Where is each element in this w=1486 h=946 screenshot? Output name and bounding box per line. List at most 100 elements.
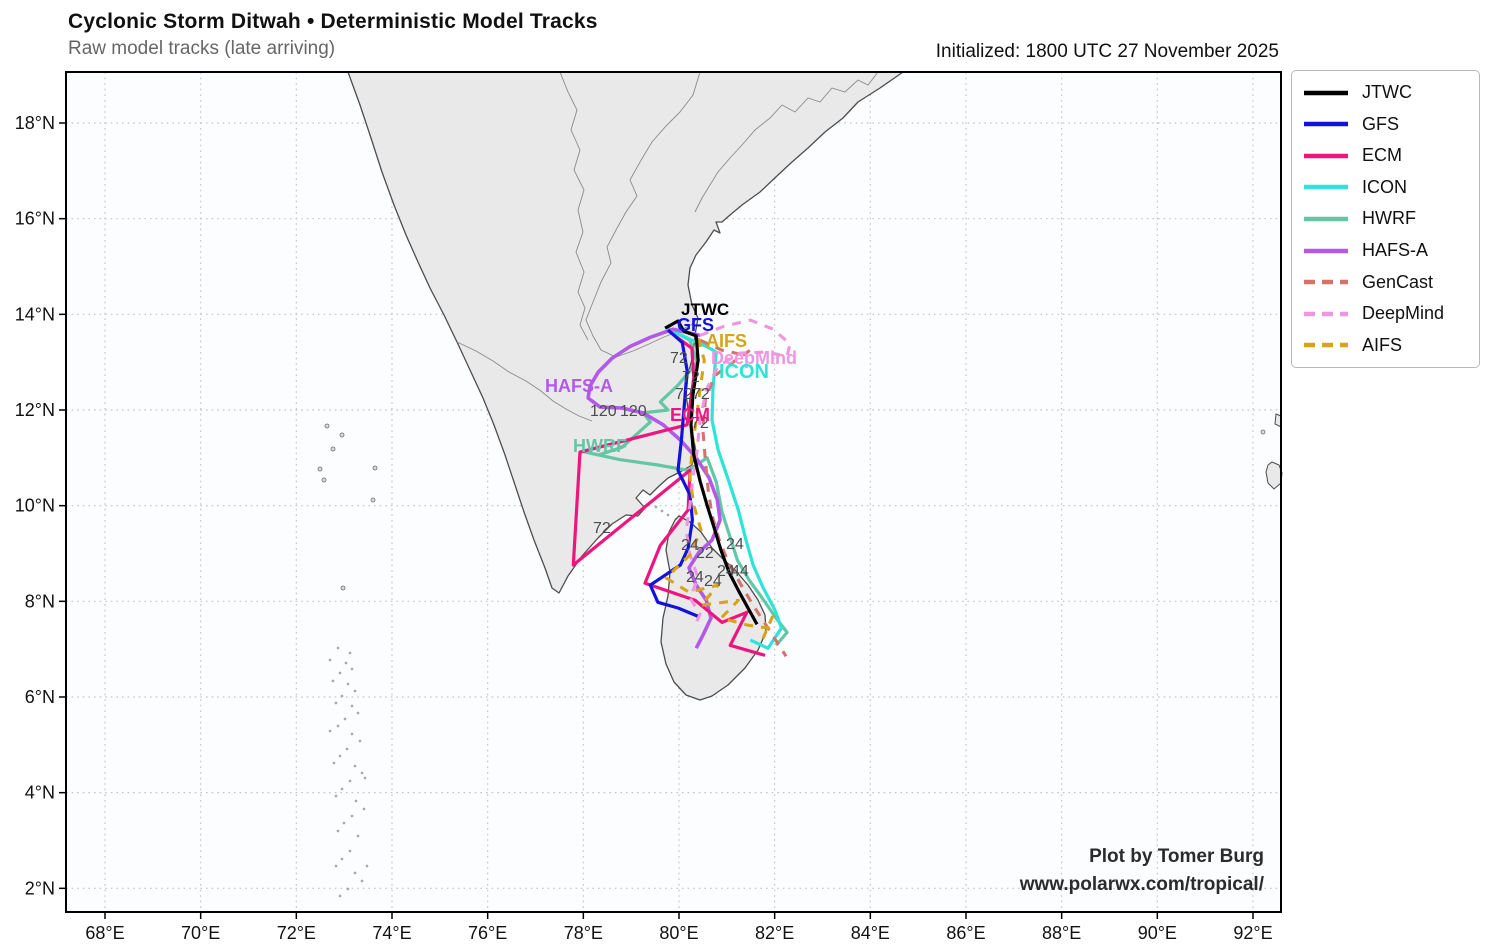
credit-author: Plot by Tomer Burg [1089, 846, 1264, 867]
atoll-dot [654, 505, 658, 509]
atoll-dot [362, 807, 366, 811]
islet-dot [340, 585, 346, 591]
atoll-dot [332, 761, 336, 765]
legend-label: DeepMind [1362, 303, 1445, 324]
initialized-timestamp: Initialized: 1800 UTC 27 November 2025 [935, 41, 1279, 62]
islet-dot [1260, 429, 1266, 435]
model-label-HWRF: HWRF [573, 436, 627, 456]
map-frame [65, 71, 1282, 913]
legend-item-JTWC: JTWC [1292, 79, 1479, 107]
y-tick-label: 14°N [15, 304, 55, 324]
hour-label: 44 [731, 563, 749, 580]
track-GenCast [699, 338, 788, 658]
x-tick-label: 82°E [755, 923, 794, 943]
atoll-dot [344, 661, 348, 665]
islet-dot [321, 477, 327, 483]
hour-label: 24 [681, 537, 699, 554]
model-label-HAFS-A: HAFS-A [545, 376, 613, 396]
atoll-dot [365, 864, 369, 868]
islet-dot [324, 423, 330, 429]
y-tick-label: 2°N [25, 878, 55, 898]
hour-label: 72 [593, 520, 611, 537]
atoll-dot [353, 764, 357, 768]
legend-line-sample [1304, 122, 1348, 127]
legend-line-sample [1304, 279, 1348, 285]
track-JTWC [664, 319, 759, 626]
model-label-GFS: GFS [677, 315, 714, 335]
y-tick-label: 18°N [15, 113, 55, 133]
x-tick-label: 78°E [564, 923, 603, 943]
atoll-dot [353, 689, 357, 693]
atoll-dot [336, 646, 340, 650]
state-boundary [694, 71, 879, 213]
x-tick-label: 84°E [851, 923, 890, 943]
legend-label: ECM [1362, 145, 1402, 166]
credits: Plot by Tomer Burg www.polarwx.com/tropi… [1020, 843, 1264, 899]
model-label-ECM: ECM [670, 405, 710, 425]
atoll-dot [356, 834, 360, 838]
legend-item-ECM: ECM [1292, 142, 1479, 170]
x-tick-label: 72°E [277, 923, 316, 943]
model-label-AIFS: AIFS [706, 331, 747, 351]
legend-item-AIFS: AIFS [1292, 331, 1479, 359]
atoll-dot [346, 887, 350, 891]
atoll-dot [660, 509, 664, 513]
atoll-dot [360, 771, 364, 775]
legend-item-ICON: ICON [1292, 173, 1479, 201]
islet-dot [339, 432, 345, 438]
track-AIFS [664, 337, 774, 639]
atoll-dot [345, 747, 349, 751]
atoll-dot [338, 671, 342, 675]
track-HWRF [583, 326, 789, 647]
legend-line-sample [1304, 90, 1348, 96]
atoll-dot [336, 724, 340, 728]
atoll-dot [360, 879, 364, 883]
hour-label: 72 [670, 350, 688, 367]
model-label-JTWC: JTWC [681, 300, 729, 319]
legend-line-sample [1304, 342, 1348, 348]
legend-line-sample [1304, 185, 1348, 190]
x-tick-label: 88°E [1042, 923, 1081, 943]
y-tick-label: 12°N [15, 400, 55, 420]
model-label-ICON: ICON [719, 361, 769, 383]
atoll-dot [342, 821, 346, 825]
atoll-dot [348, 779, 352, 783]
track-ICON [669, 328, 784, 650]
legend-label: HWRF [1362, 208, 1416, 229]
hour-label: 22 [696, 545, 714, 562]
hour-label: 24 [717, 563, 735, 580]
model-label-DeepMind: DeepMind [711, 348, 797, 368]
x-tick-label: 76°E [468, 923, 507, 943]
atoll-dot [666, 513, 670, 517]
y-tick-label: 10°N [15, 496, 55, 516]
atoll-dot [346, 682, 350, 686]
atoll-dot [350, 704, 354, 708]
atoll-dot [350, 732, 354, 736]
islet-dot [372, 465, 378, 471]
legend-label: JTWC [1362, 82, 1412, 103]
page-title: Cyclonic Storm Ditwah • Deterministic Mo… [68, 10, 598, 33]
x-tick-label: 92°E [1233, 923, 1272, 943]
legend-line-sample [1304, 153, 1348, 159]
x-tick-label: 68°E [85, 923, 124, 943]
atoll-dot [363, 776, 367, 780]
atoll-dot [354, 799, 358, 803]
atoll-dot [334, 794, 338, 798]
page-subtitle: Raw model tracks (late arriving) [68, 38, 336, 59]
atoll-dot [334, 701, 338, 705]
atoll-dot [338, 754, 342, 758]
atoll-dot [336, 829, 340, 833]
atoll-dot [331, 679, 335, 683]
hour-label: 72 [692, 386, 710, 403]
india-landmass [347, 71, 904, 594]
hour-label: 24 [704, 573, 722, 590]
y-tick-label: 8°N [25, 591, 55, 611]
legend-item-GenCast: GenCast [1292, 268, 1479, 296]
state-boundary [456, 341, 593, 422]
hour-label: 72 [682, 369, 700, 386]
hour-label: 24 [726, 536, 744, 553]
hour-label: 120 [590, 403, 617, 420]
atoll-dot [340, 694, 344, 698]
atoll-dot [338, 894, 342, 898]
atoll-dot [340, 857, 344, 861]
